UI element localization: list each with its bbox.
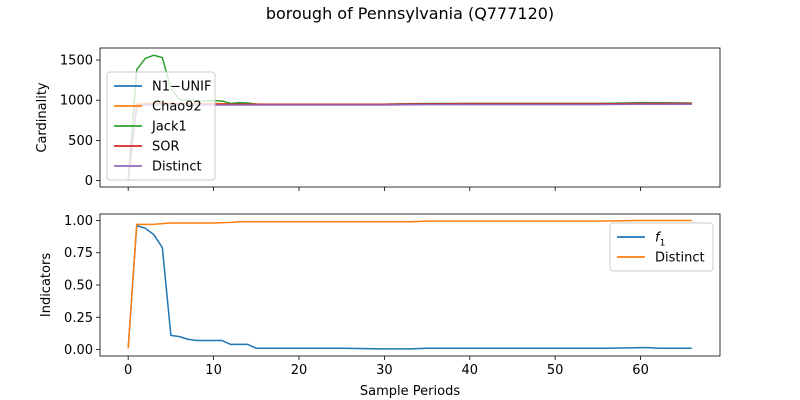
y-tick-label: 0 xyxy=(85,174,93,189)
y-tick-label: 1.00 xyxy=(64,214,93,229)
x-axis-label: Sample Periods xyxy=(360,384,460,399)
legend-label: Jack1 xyxy=(151,120,187,135)
legend-label: SOR xyxy=(152,140,180,155)
indicators-y-axis-label: Indicators xyxy=(39,253,54,317)
legend-frame xyxy=(106,71,216,181)
y-tick-label: 0.50 xyxy=(64,279,93,294)
axes-frame xyxy=(99,47,721,188)
x-tick-label: 40 xyxy=(462,363,479,378)
legend-frame xyxy=(609,222,714,272)
indicators-axes: 0.00 0.25 0.50 0.75 1.00 0 10 20 30 40 50 60 xyxy=(64,213,721,378)
legend-label: Distinct xyxy=(655,251,705,266)
legend-label: f1 xyxy=(655,231,665,249)
indicators-legend: f1 Distinct xyxy=(609,222,714,272)
series-line-0 xyxy=(127,224,692,350)
indicators-plot-area xyxy=(127,219,692,350)
legend-label: Chao92 xyxy=(152,100,202,115)
x-tick-label: 20 xyxy=(291,363,308,378)
cardinality-panel: 0 500 1000 1500 Cardinality N1−UNIF Chao92 Ja… xyxy=(35,47,721,191)
x-tick-label: 50 xyxy=(547,363,564,378)
indicators-panel: 0.00 0.25 0.50 0.75 1.00 0 10 20 30 40 50 60 Indica… xyxy=(39,213,721,399)
cardinality-axes: 0 500 1000 1500 xyxy=(60,47,721,191)
series-line-1 xyxy=(127,219,692,349)
cardinality-y-axis-label: Cardinality xyxy=(35,82,50,153)
y-tick-label: 0.75 xyxy=(64,246,93,261)
legend-label: N1−UNIF xyxy=(152,80,211,95)
y-tick-label: 0.25 xyxy=(64,311,93,326)
y-tick-label: 500 xyxy=(68,134,93,149)
y-tick-label: 0.00 xyxy=(64,343,93,358)
legend-label: Distinct xyxy=(152,160,202,175)
cardinality-legend: N1−UNIF Chao92 Jack1 SOR Distinct xyxy=(106,71,216,181)
x-tick-label: 0 xyxy=(124,363,132,378)
y-tick-label: 1000 xyxy=(60,94,93,109)
figure-title: borough of Pennsylvania (Q777120) xyxy=(266,4,554,23)
x-tick-label: 10 xyxy=(205,363,222,378)
x-tick-label: 60 xyxy=(632,363,649,378)
y-tick-label: 1500 xyxy=(60,54,93,69)
x-tick-label: 30 xyxy=(376,363,393,378)
